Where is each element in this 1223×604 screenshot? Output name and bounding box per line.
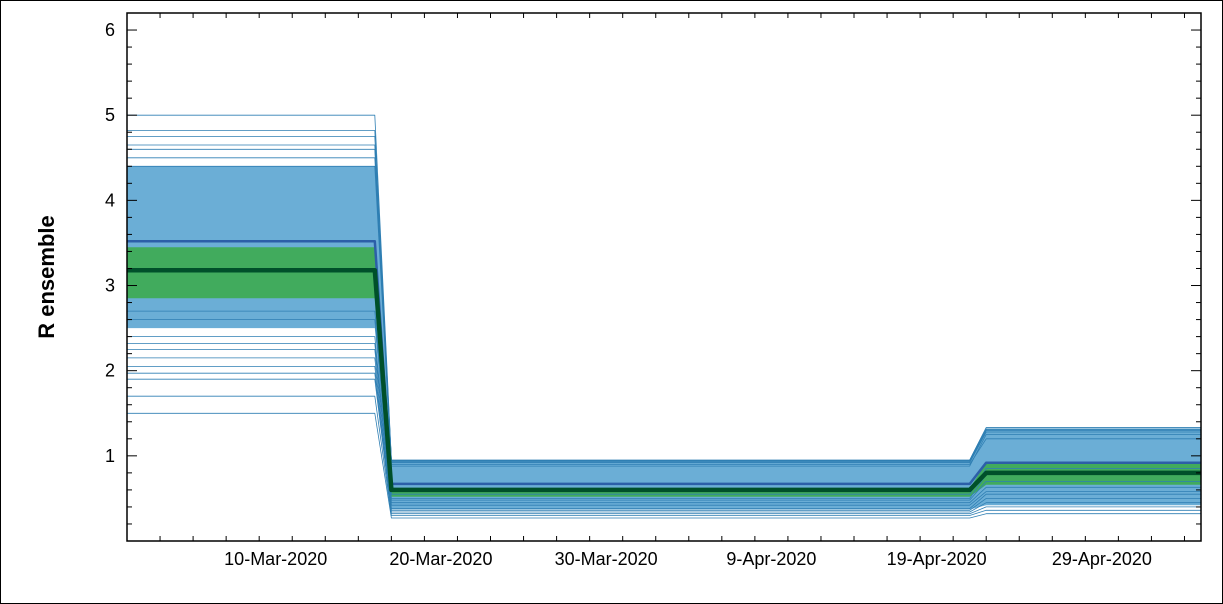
series-line-4 xyxy=(127,366,1201,511)
series-line-18 xyxy=(127,239,1201,486)
series-line-2 xyxy=(127,378,1201,515)
bands-layer xyxy=(127,166,1201,510)
x-tick-label: 29-Apr-2020 xyxy=(1052,549,1152,569)
x-tick-label: 19-Apr-2020 xyxy=(887,549,987,569)
y-tick-label: 6 xyxy=(105,20,115,40)
band-0 xyxy=(127,166,1201,510)
series-line-5 xyxy=(127,357,1201,509)
series-line-15 xyxy=(127,136,1201,463)
series-line-19 xyxy=(127,267,1201,493)
series-line-16 xyxy=(127,130,1201,462)
y-tick-label: 1 xyxy=(105,446,115,466)
y-tick-label: 4 xyxy=(105,190,115,210)
series-line-13 xyxy=(127,148,1201,467)
series-line-10 xyxy=(127,310,1201,495)
series-line-3 xyxy=(127,372,1201,513)
series-line-7 xyxy=(127,343,1201,504)
series-line-0 xyxy=(127,412,1201,519)
axes-layer: 1 2 3 4 5 6 10-Mar-2020 20-Mar-2020 30-Mar-2020 9… xyxy=(105,12,1201,569)
series-line-17 xyxy=(127,114,1201,461)
y-axis-title: R ensemble xyxy=(34,215,59,339)
y-tick-label: 2 xyxy=(105,361,115,381)
y-tick-label: 5 xyxy=(105,105,115,125)
series-layer xyxy=(127,114,1201,519)
x-tick-label: 30-Mar-2020 xyxy=(555,549,658,569)
series-line-8 xyxy=(127,336,1201,501)
plot-frame xyxy=(126,12,1202,542)
x-tick-label: 20-Mar-2020 xyxy=(389,549,492,569)
y-tick-label: 3 xyxy=(105,276,115,296)
series-line-14 xyxy=(127,144,1201,464)
x-tick-label: 10-Mar-2020 xyxy=(224,549,327,569)
series-line-11 xyxy=(127,165,1201,465)
series-line-1 xyxy=(127,395,1201,516)
series-line-6 xyxy=(127,349,1201,506)
x-tick-label: 9-Apr-2020 xyxy=(726,549,816,569)
